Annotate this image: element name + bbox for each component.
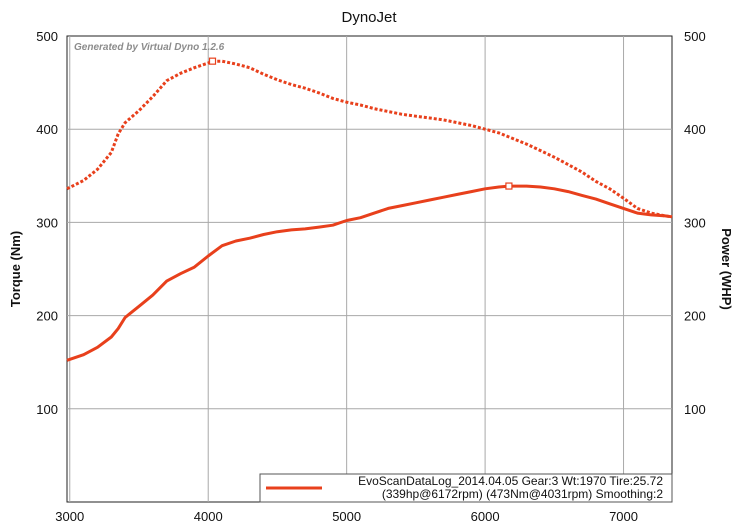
peak-marker [208,57,217,65]
y-left-tick-label: 300 [36,215,58,230]
chart-title: DynoJet [341,9,397,26]
y-axis-right-title: Power (WHP) [719,228,734,310]
x-tick-label: 4000 [194,509,223,524]
peak-marker [505,182,513,190]
x-tick-label: 5000 [332,509,361,524]
y-left-tick-label: 200 [36,309,58,324]
tick-labels: 3000 4000 5000 6000 7000 100 200 300 400 500 100 20… [36,29,705,524]
y-right-tick-label: 400 [684,122,706,137]
torque-series-line [66,59,673,219]
series-layer [66,59,673,362]
marker-layer [208,57,513,190]
x-tick-label: 6000 [471,509,500,524]
legend-line-2: (339hp@6172rpm) (473Nm@4031rpm) Smoothin… [382,487,663,501]
power-series-line [66,184,673,362]
y-right-tick-label: 200 [684,309,706,324]
legend: EvoScanDataLog_2014.04.05 Gear:3 Wt:1970… [259,473,673,503]
legend-line-1: EvoScanDataLog_2014.04.05 Gear:3 Wt:1970… [358,474,663,488]
plot-area [66,35,673,503]
y-left-tick-label: 500 [36,29,58,44]
y-right-tick-label: 100 [684,402,706,417]
y-right-tick-label: 300 [684,215,706,230]
x-tick-label: 7000 [609,509,638,524]
y-left-tick-label: 100 [36,402,58,417]
y-right-tick-label: 500 [684,29,706,44]
grid-lines [67,36,672,502]
legend-box [259,473,673,503]
x-tick-label: 3000 [55,509,84,524]
watermark-text: Generated by Virtual Dyno 1.2.6 [74,42,225,53]
y-axis-left-title: Torque (Nm) [8,231,23,307]
y-left-tick-label: 400 [36,122,58,137]
